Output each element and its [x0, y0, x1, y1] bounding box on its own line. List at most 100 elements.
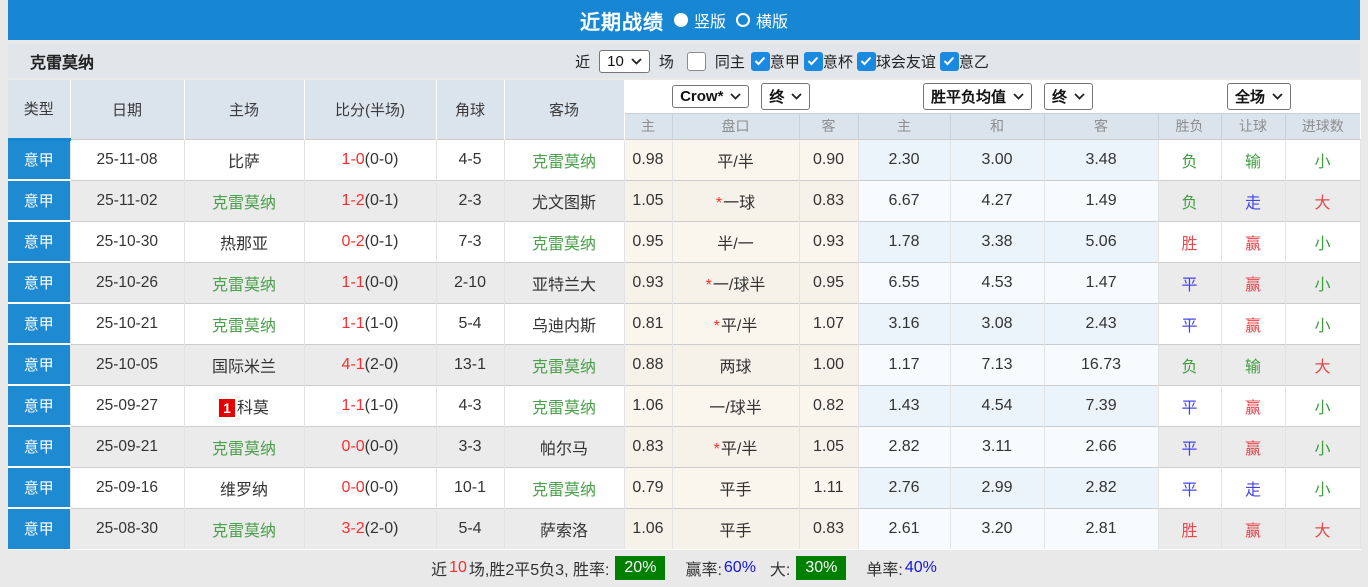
- home-team-name[interactable]: 克雷莫纳: [211, 522, 276, 540]
- date-cell: 25-10-21: [70, 302, 185, 344]
- goals-result-cell: 小: [1285, 302, 1361, 344]
- home-team-name[interactable]: 克雷莫纳: [211, 440, 276, 458]
- avg-draw-cell: 3.11: [950, 425, 1045, 467]
- league-checkbox-checked[interactable]: [856, 51, 876, 71]
- league-cell[interactable]: 意甲: [8, 302, 71, 345]
- results-table: 类型 日期 主场 比分(半场) 角球 客场 Crow* 终: [8, 80, 1361, 550]
- home-team-cell[interactable]: 克雷莫纳: [184, 179, 305, 221]
- table-row: 意甲 25-10-05 国际米兰 4-1(2-0) 13-1 克雷莫纳 0.88 两球 1.00…: [8, 343, 1361, 386]
- avg-period-select[interactable]: 终: [1044, 82, 1094, 110]
- filter-group: 近 10 场 同主 意甲 意杯 球会友谊 意乙: [575, 49, 989, 73]
- home-team-name[interactable]: 克雷莫纳: [211, 276, 276, 294]
- radio-unselected-icon[interactable]: [736, 13, 750, 27]
- league-checkbox-checked[interactable]: [750, 51, 770, 71]
- away-team-name[interactable]: 克雷莫纳: [531, 481, 596, 499]
- league-cell[interactable]: 意甲: [8, 138, 71, 181]
- away-team-name[interactable]: 帕尔马: [539, 440, 588, 458]
- league-checkbox-checked[interactable]: [939, 51, 959, 71]
- radio-horizontal-label[interactable]: 横版: [756, 14, 789, 31]
- home-team-name[interactable]: 维罗纳: [219, 481, 268, 499]
- home-team-name[interactable]: 比萨: [227, 153, 260, 171]
- away-team-cell[interactable]: 克雷莫纳: [504, 343, 625, 385]
- league-cell[interactable]: 意甲: [8, 220, 71, 263]
- league-cell[interactable]: 意甲: [8, 507, 71, 550]
- let-result-cell: 赢: [1221, 220, 1286, 262]
- away-team-name[interactable]: 克雷莫纳: [531, 358, 596, 376]
- handicap-rate-label: 赢率:: [685, 562, 722, 579]
- chevron-down-icon: [730, 93, 742, 100]
- away-team-cell[interactable]: 克雷莫纳: [504, 466, 625, 508]
- away-team-cell[interactable]: 乌迪内斯: [504, 302, 625, 344]
- away-team-cell[interactable]: 克雷莫纳: [504, 138, 625, 180]
- games-label: 场: [658, 53, 674, 71]
- away-team-name[interactable]: 萨索洛: [539, 522, 588, 540]
- corner-cell: 2-3: [436, 179, 505, 221]
- home-team-cell[interactable]: 克雷莫纳: [184, 425, 305, 467]
- away-team-cell[interactable]: 克雷莫纳: [504, 384, 625, 426]
- result-cell: 负: [1158, 179, 1222, 221]
- league-cell[interactable]: 意甲: [8, 343, 71, 386]
- league-cell[interactable]: 意甲: [8, 466, 71, 509]
- handicap-rate-value: 60%: [723, 559, 756, 576]
- away-team-name[interactable]: 乌迪内斯: [531, 317, 596, 335]
- period-scope-select[interactable]: 全场: [1227, 82, 1292, 110]
- avg-type-select[interactable]: 胜平负均值: [923, 82, 1033, 110]
- handicap-value: 平手: [719, 481, 752, 499]
- check-icon: [755, 56, 766, 66]
- date-cell: 25-11-08: [70, 138, 185, 180]
- corner-cell: 4-3: [436, 384, 505, 426]
- layout-radio-vertical[interactable]: 竖版: [673, 8, 726, 32]
- league-cell[interactable]: 意甲: [8, 179, 71, 222]
- home-team-cell[interactable]: 克雷莫纳: [184, 302, 305, 344]
- league-cell[interactable]: 意甲: [8, 384, 71, 427]
- league-checkbox-label: 球会友谊: [875, 53, 936, 71]
- handicap-cell: 平手: [672, 507, 800, 549]
- home-team-cell[interactable]: 国际米兰: [184, 343, 305, 385]
- radio-selected-icon[interactable]: [673, 13, 688, 27]
- avg-draw-cell: 3.20: [950, 507, 1045, 549]
- avg-home-cell: 6.67: [858, 179, 951, 221]
- corner-cell: 2-10: [436, 261, 505, 303]
- away-team-name[interactable]: 克雷莫纳: [531, 399, 596, 417]
- home-team-cell[interactable]: 维罗纳: [184, 466, 305, 508]
- away-team-name[interactable]: 尤文图斯: [531, 194, 596, 212]
- home-team-name[interactable]: 克雷莫纳: [211, 317, 276, 335]
- radio-vertical-label[interactable]: 竖版: [693, 14, 726, 31]
- league-cell[interactable]: 意甲: [8, 261, 71, 304]
- match-count-select[interactable]: 10: [599, 49, 650, 73]
- home-team-cell[interactable]: 克雷莫纳: [184, 261, 305, 303]
- away-team-name[interactable]: 克雷莫纳: [531, 153, 596, 171]
- fulltime-score: 1-2: [341, 191, 365, 209]
- away-team-cell[interactable]: 萨索洛: [504, 507, 625, 549]
- home-team-cell[interactable]: 比萨: [184, 138, 305, 180]
- league-cell[interactable]: 意甲: [8, 425, 71, 468]
- away-team-name[interactable]: 克雷莫纳: [531, 235, 596, 253]
- home-team-cell[interactable]: 热那亚: [184, 220, 305, 262]
- home-team-name[interactable]: 热那亚: [219, 235, 268, 253]
- odds-period-select[interactable]: 终: [761, 82, 811, 110]
- corner-cell: 3-3: [436, 425, 505, 467]
- handicap-star: *: [705, 276, 712, 294]
- league-checkbox-checked[interactable]: [803, 51, 823, 71]
- score-cell: 0-0(0-0): [304, 466, 437, 508]
- odds-controls: Crow* 终: [624, 80, 859, 113]
- home-team-cell[interactable]: 克雷莫纳: [184, 507, 305, 549]
- home-team-name[interactable]: 科莫: [236, 399, 269, 417]
- away-team-cell[interactable]: 克雷莫纳: [504, 220, 625, 262]
- home-team-name[interactable]: 克雷莫纳: [211, 194, 276, 212]
- home-team-cell[interactable]: 1 科莫: [184, 384, 305, 426]
- away-team-cell[interactable]: 帕尔马: [504, 425, 625, 467]
- home-team-name[interactable]: 国际米兰: [211, 358, 276, 376]
- layout-radio-horizontal[interactable]: 横版: [736, 8, 788, 32]
- subheader-handicap: 盘口: [672, 112, 800, 139]
- away-team-cell[interactable]: 尤文图斯: [504, 179, 625, 221]
- bookmaker-select[interactable]: Crow*: [672, 84, 750, 108]
- same-home-checkbox[interactable]: [686, 51, 706, 71]
- away-team-name[interactable]: 亚特兰大: [531, 276, 596, 294]
- result-controls: 全场: [1158, 80, 1361, 113]
- away-team-cell[interactable]: 亚特兰大: [504, 261, 625, 303]
- handicap-cell: *平/半: [672, 302, 800, 344]
- check-icon: [861, 56, 872, 66]
- chevron-down-icon: [631, 57, 642, 65]
- header-type: 类型: [8, 80, 71, 141]
